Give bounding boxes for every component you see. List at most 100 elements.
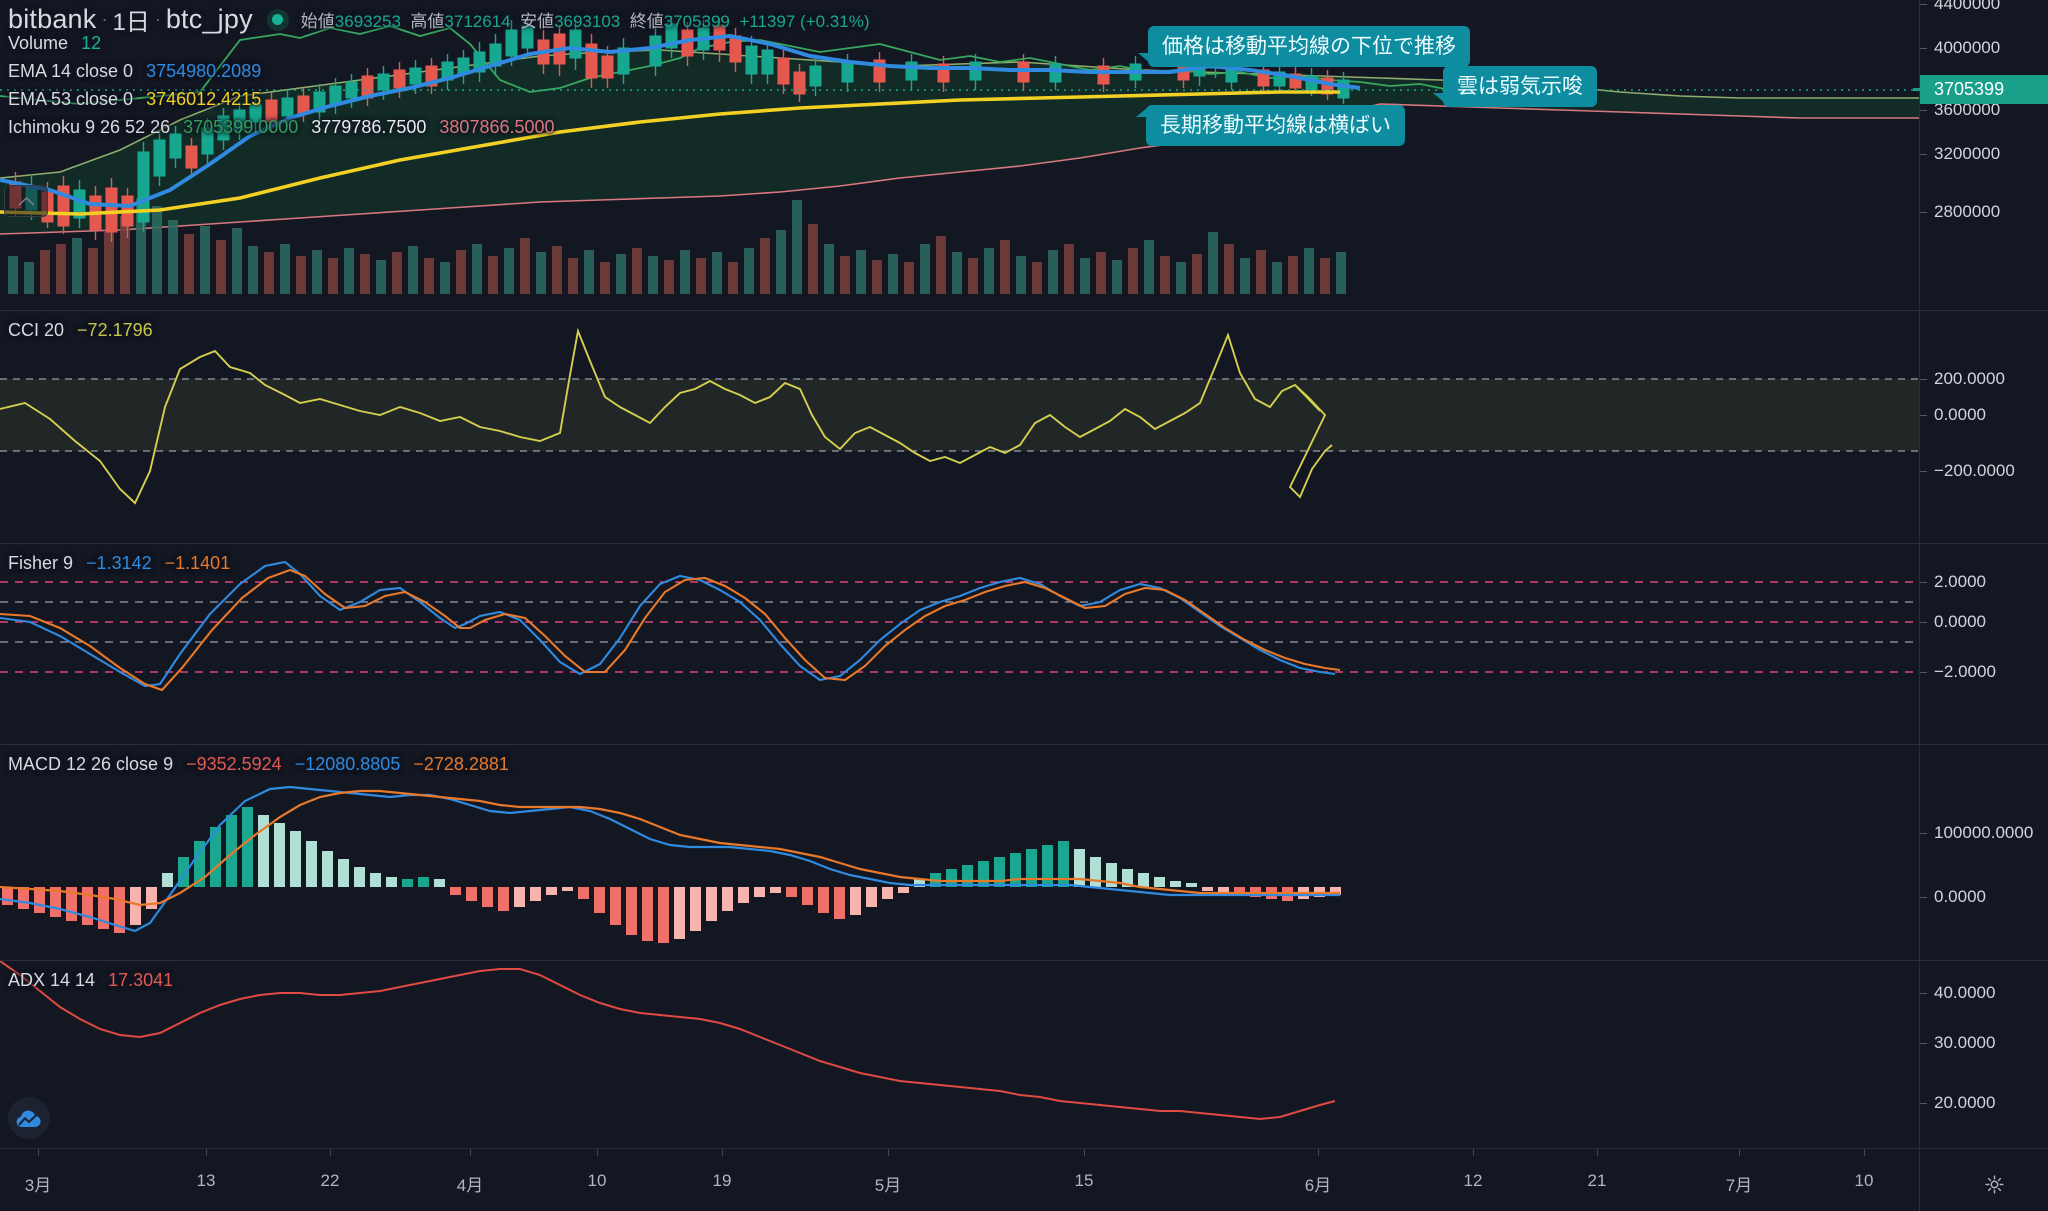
- open-value: 3693253: [334, 12, 401, 31]
- brand-logo[interactable]: [8, 1097, 50, 1139]
- change-percent: (+0.31%): [800, 12, 870, 31]
- adx-pane[interactable]: ADX 14 14 17.3041 40.0000 30.0000 20.000…: [0, 961, 2048, 1149]
- pane-divider-3: [0, 744, 2048, 745]
- close-label: 終値: [629, 12, 664, 31]
- macd-tick-0: 100000.0000: [1934, 823, 2034, 842]
- x-tick-0: 3月: [24, 1176, 52, 1195]
- annotation-cloud-bearish[interactable]: 雲は弱気示唆: [1433, 66, 1597, 108]
- ichimoku-legend[interactable]: Ichimoku 9 26 52 26 3705399.0000 3779786…: [8, 117, 555, 138]
- ema14-legend[interactable]: EMA 14 close 0 3754980.2089: [8, 61, 261, 82]
- macd-pane[interactable]: MACD 12 26 close 9 −9352.5924 −12080.880…: [0, 745, 2048, 960]
- x-tick-8: 6月: [1304, 1176, 1332, 1195]
- macd-axis[interactable]: 100000.0000 0.0000: [1919, 745, 2048, 960]
- x-tick-7: 15: [1074, 1171, 1094, 1190]
- annotation-cloud-bearish-text: 雲は弱気示唆: [1457, 75, 1583, 98]
- high-value: 3712614: [444, 12, 511, 31]
- ema-14-line: [0, 33, 1361, 209]
- cci-tick-0: 200.0000: [1934, 369, 2005, 388]
- price-tick-2: 3600000: [1934, 100, 2001, 119]
- fisher-tick-3: −2.0000: [1934, 662, 1996, 681]
- volume-histogram: [8, 198, 1346, 294]
- adx-legend[interactable]: ADX 14 14 17.3041: [8, 970, 173, 991]
- candlestick-series: [9, 16, 1350, 242]
- symbol-name[interactable]: btc_jpy: [165, 4, 253, 34]
- x-tick-6: 5月: [874, 1176, 902, 1195]
- adx-tick-1: 30.0000: [1934, 1033, 1996, 1052]
- macd-legend-value-2: −12080.8805: [294, 754, 401, 774]
- fisher-plot[interactable]: [0, 544, 1920, 744]
- x-tick-2: 22: [320, 1171, 340, 1190]
- pane-divider-2: [0, 543, 2048, 544]
- adx-axis[interactable]: 40.0000 30.0000 20.0000: [1919, 961, 2048, 1149]
- cci-line: [0, 327, 1333, 505]
- adx-plot[interactable]: [0, 961, 1920, 1149]
- senkou-span-b: [0, 103, 1920, 235]
- macd-legend-title: MACD 12 26 close 9: [8, 754, 174, 774]
- ema53-legend[interactable]: EMA 53 close 0 3746012.4215: [8, 89, 261, 110]
- current-price-value: 3705399: [1934, 79, 2005, 99]
- ohlc-values: 始値3693253 高値3712614 安値3693103 終値3705399 …: [301, 7, 870, 32]
- volume-legend-value: 12: [81, 33, 102, 53]
- cci-legend[interactable]: CCI 20 −72.1796: [8, 320, 153, 341]
- fisher-line-blue: [0, 560, 1336, 688]
- x-tick-11: 7月: [1725, 1176, 1753, 1195]
- cci-axis[interactable]: 200.0000 0.0000 −200.0000: [1919, 311, 2048, 543]
- current-price-badge: 3705399: [1913, 75, 2048, 104]
- x-tick-9: 12: [1463, 1171, 1483, 1190]
- fisher-legend[interactable]: Fisher 9 −1.3142 −1.1401: [8, 553, 230, 574]
- fisher-tick-1: 2.0000: [1934, 572, 1986, 591]
- price-tick-3: 3200000: [1934, 144, 2001, 163]
- x-tick-10: 21: [1587, 1171, 1607, 1190]
- axis-corner-divider: [1919, 1149, 1920, 1211]
- fisher-pane[interactable]: Fisher 9 −1.3142 −1.1401 4.0000 2.0000 0…: [0, 544, 2048, 744]
- annotation-price-below-ma-text: 価格は移動平均線の下位で推移: [1162, 35, 1456, 58]
- pane-divider-1: [0, 310, 2048, 311]
- ichimoku-value-3: 3807866.5000: [439, 117, 555, 137]
- fisher-legend-value-2: −1.1401: [164, 553, 231, 573]
- ichimoku-value-1: 3705399.0000: [183, 117, 299, 137]
- interval-label[interactable]: 1日: [112, 9, 150, 36]
- gear-icon[interactable]: [1985, 1175, 2004, 1194]
- x-tick-3: 4月: [456, 1176, 484, 1195]
- header-sep-2: ·: [154, 9, 161, 29]
- time-axis[interactable]: 3月 13 22 4月 10 19 5月 15 6月 12 21 7月 10: [0, 1148, 2048, 1211]
- close-value: 3705399: [663, 12, 730, 31]
- annotation-longterm-ma-flat-text: 長期移動平均線は横ばい: [1160, 114, 1391, 137]
- volume-legend-title: Volume: [8, 33, 69, 53]
- adx-legend-value: 17.3041: [108, 970, 174, 990]
- cci-pane[interactable]: CCI 20 −72.1796 200.0000 0.0000 −200.000…: [0, 311, 2048, 543]
- market-status-dot-icon: [266, 8, 289, 31]
- fisher-axis[interactable]: 4.0000 2.0000 0.0000 −2.0000: [1919, 544, 2048, 744]
- collapse-pane-button[interactable]: [4, 185, 48, 217]
- annotation-longterm-ma-flat[interactable]: 長期移動平均線は横ばい: [1136, 105, 1405, 147]
- price-plot[interactable]: [0, 0, 1920, 310]
- low-label: 安値: [520, 12, 555, 31]
- price-tick-1: 4000000: [1934, 38, 2001, 57]
- open-label: 始値: [300, 12, 335, 31]
- fisher-line-orange: [0, 568, 1341, 692]
- cci-tick-1: 0.0000: [1934, 405, 1986, 424]
- exchange-name[interactable]: bitbank: [8, 4, 97, 34]
- x-tick-5: 19: [712, 1171, 732, 1190]
- pane-divider-4: [0, 960, 2048, 961]
- adx-legend-title: ADX 14 14: [8, 970, 96, 990]
- price-tick-4: 2800000: [1934, 202, 2001, 221]
- volume-legend[interactable]: Volume 12: [8, 33, 101, 54]
- macd-legend[interactable]: MACD 12 26 close 9 −9352.5924 −12080.880…: [8, 754, 509, 775]
- cci-band: [0, 379, 1920, 451]
- cci-tick-2: −200.0000: [1934, 461, 2015, 480]
- macd-tick-1: 0.0000: [1934, 887, 1986, 906]
- fisher-legend-value-1: −1.3142: [86, 553, 152, 573]
- ema14-legend-title: EMA 14 close 0: [8, 61, 134, 81]
- adx-line: [0, 961, 1336, 1121]
- cci-plot[interactable]: [0, 311, 1920, 543]
- macd-line: [0, 785, 1340, 933]
- price-axis[interactable]: 4400000 4000000 3600000 3200000 2800000 …: [1913, 0, 2048, 310]
- annotation-price-below-ma[interactable]: 価格は移動平均線の下位で推移: [1138, 26, 1470, 68]
- price-pane[interactable]: bitbank · 1日 · btc_jpy 始値3693253 高値37126…: [0, 0, 2048, 310]
- macd-plot[interactable]: [0, 745, 1920, 960]
- x-tick-4: 10: [587, 1171, 607, 1190]
- ema53-legend-title: EMA 53 close 0: [8, 89, 134, 109]
- ichimoku-cloud: [0, 50, 1920, 234]
